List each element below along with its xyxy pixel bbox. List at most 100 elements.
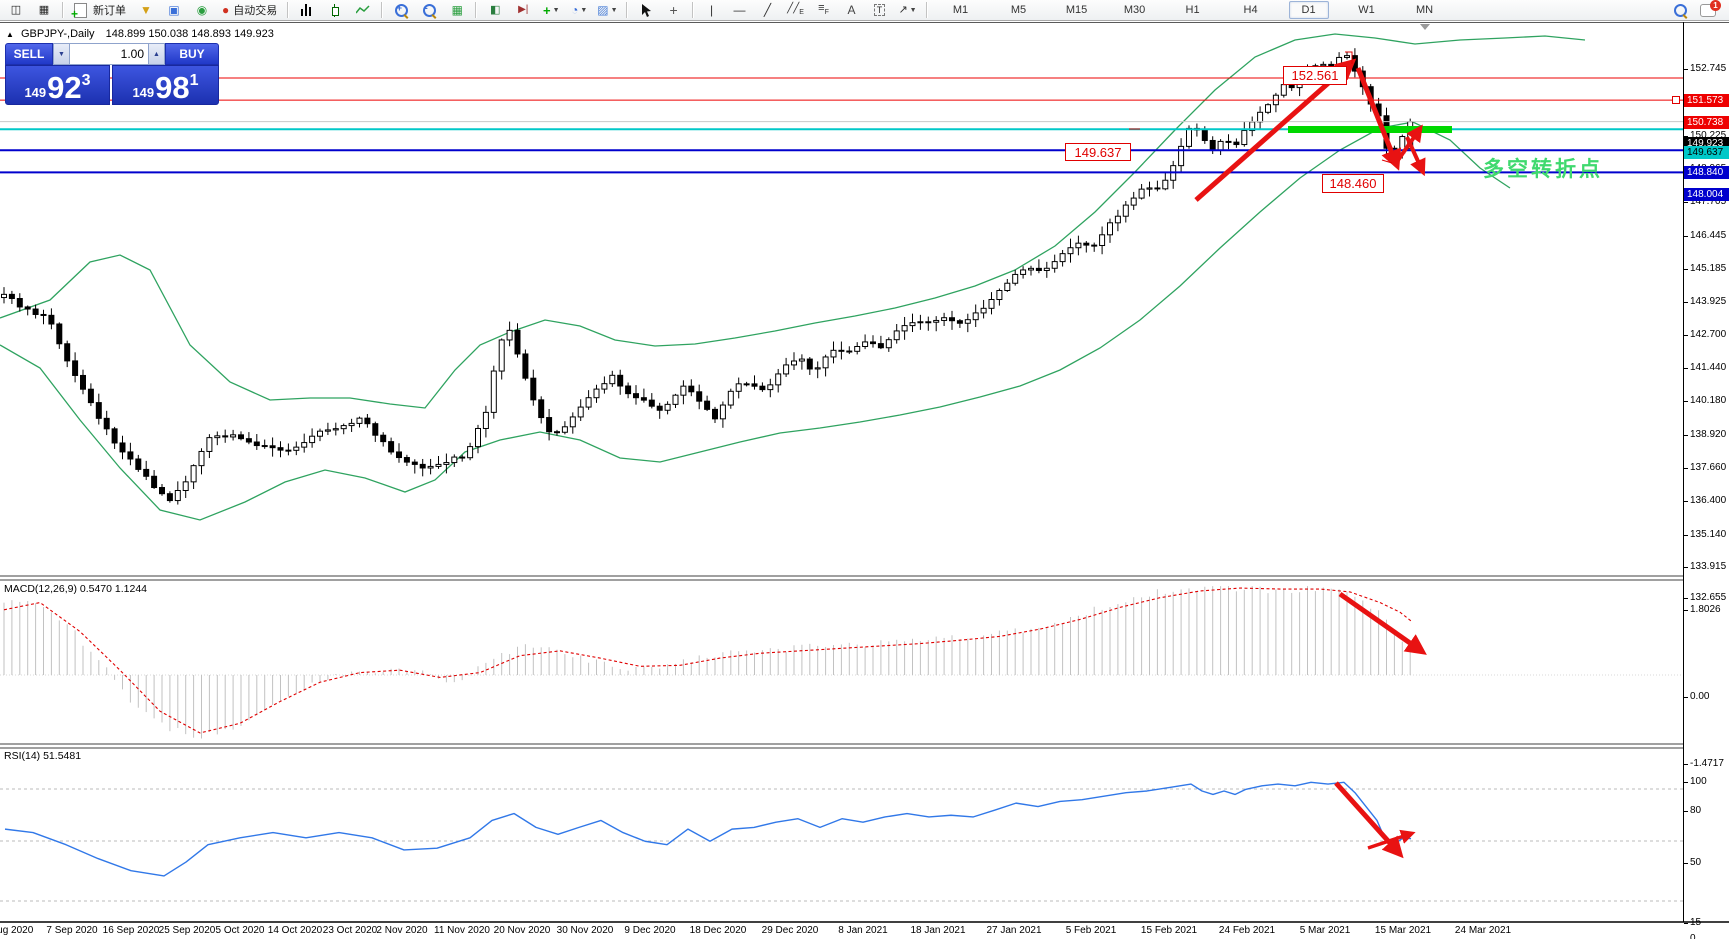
candlestick-chart-button[interactable] <box>322 0 348 20</box>
indicators-button[interactable]: + ▼ <box>538 0 564 20</box>
channel-icon: ╱╱E <box>787 3 804 17</box>
price-tick: 138.920 <box>1690 429 1727 440</box>
date-tick: 14 Oct 2020 <box>267 925 323 936</box>
bollinger-bands <box>0 33 1586 521</box>
price-badge: 151.573 <box>1684 94 1729 107</box>
signal-icon: ◉ <box>196 3 208 17</box>
bar-chart-button[interactable] <box>294 0 320 20</box>
peak-price-label[interactable]: 152.561 <box>1283 66 1347 85</box>
price-axis[interactable]: 152.745151.485150.225148.965147.705146.4… <box>1684 22 1729 939</box>
text-button[interactable]: A <box>839 0 865 20</box>
buy-button[interactable]: BUY <box>165 43 219 65</box>
date-tick: 23 Oct 2020 <box>322 925 378 936</box>
axis-tick-mark <box>1684 468 1688 469</box>
text-icon: A <box>847 3 856 17</box>
sell-price-display[interactable]: 149 92 3 <box>5 65 111 105</box>
support-price-label[interactable]: 148.460 <box>1322 174 1384 193</box>
sell-button[interactable]: SELL <box>5 43 53 65</box>
toolbar-separator <box>287 2 290 18</box>
auto-trading-button[interactable]: ● 自动交易 <box>217 0 282 20</box>
axis-tick-mark <box>1684 811 1688 812</box>
sell-price-pip: 3 <box>81 72 91 89</box>
zoom-in-button[interactable]: + <box>388 0 414 20</box>
line-chart-button[interactable] <box>350 0 376 20</box>
timeframe-h4-button[interactable]: H4 <box>1243 4 1258 16</box>
crosshair-button[interactable]: + <box>661 0 687 20</box>
timeframe-m1-button[interactable]: M1 <box>952 4 969 16</box>
date-tick: 2 Nov 2020 <box>376 925 428 936</box>
date-tick: 8 Jan 2021 <box>838 925 888 936</box>
timeframe-m5-button[interactable]: M5 <box>1010 4 1027 16</box>
candles <box>1 48 1414 505</box>
date-tick: 15 Feb 2021 <box>1140 925 1198 936</box>
date-tick: 11 Nov 2020 <box>434 925 490 936</box>
new-order-button[interactable]: + 新订单 <box>69 0 131 21</box>
annotation-arrows[interactable] <box>1194 58 1427 859</box>
volume-down-button[interactable]: ▼ <box>53 43 70 65</box>
timeframe-m15-button[interactable]: M15 <box>1065 4 1088 16</box>
zoom-out-button[interactable]: - <box>416 0 442 20</box>
date-tick: 24 Mar 2021 <box>1454 925 1512 936</box>
trendline-button[interactable]: ╱ <box>755 0 781 20</box>
volume-up-button[interactable]: ▲ <box>148 43 165 65</box>
chart-plot[interactable] <box>0 22 1729 923</box>
chart-shift-marker[interactable] <box>1420 24 1430 30</box>
buy-price-display[interactable]: 149 98 1 <box>112 65 219 105</box>
price-tick: 150.225 <box>1690 130 1727 141</box>
axis-tick-mark <box>1684 598 1688 599</box>
arrows-button[interactable]: ↗ ▼ <box>895 0 921 20</box>
rsi-tick: 100 <box>1690 776 1707 787</box>
chart-window-button[interactable]: ◫ <box>3 0 29 20</box>
volume-input[interactable] <box>70 43 148 65</box>
pivot-price-label[interactable]: 149.637 <box>1065 143 1131 161</box>
templates-button[interactable]: ▨ ▼ <box>594 0 620 20</box>
hline-handle[interactable] <box>1672 96 1680 104</box>
timeframe-mn-button[interactable]: MN <box>1415 4 1434 16</box>
fibonacci-button[interactable]: ≡F <box>811 0 837 20</box>
turning-point-note[interactable]: 多空转折点 <box>1483 158 1603 181</box>
sell-price-prefix: 149 <box>24 85 47 100</box>
tile-windows-button[interactable]: ▦ <box>444 0 470 20</box>
timeframe-w1-button[interactable]: W1 <box>1358 4 1375 16</box>
collapse-one-click-icon[interactable]: ▲ <box>6 30 14 39</box>
chart-shift-button[interactable]: ▶| <box>510 0 536 20</box>
horizontal-line-objects[interactable] <box>0 77 1683 174</box>
axis-tick-mark <box>1684 697 1688 698</box>
notification-badge: 1 <box>1710 0 1721 11</box>
date-tick: 5 Oct 2020 <box>215 925 265 936</box>
toolbar-separator <box>625 2 628 18</box>
chevron-down-icon: ▼ <box>610 6 618 14</box>
notifications-button[interactable]: 1 <box>1695 0 1721 20</box>
green-highlight-bar[interactable] <box>1288 126 1452 133</box>
quotes-button[interactable]: ▼ <box>133 0 159 20</box>
date-tick: 29 Dec 2020 <box>761 925 819 936</box>
channel-button[interactable]: ╱╱E <box>783 0 809 20</box>
timeframe-h1-button[interactable]: H1 <box>1185 4 1200 16</box>
axis-tick-mark <box>1684 335 1688 336</box>
date-tick: 18 Jan 2021 <box>910 925 966 936</box>
periods-button[interactable]: ◔ ▼ <box>566 0 592 20</box>
horizontal-line-button[interactable]: — <box>727 0 753 20</box>
timeframe-d1-button[interactable]: D1 <box>1288 1 1329 19</box>
timeframe-m30-button[interactable]: M30 <box>1123 4 1146 16</box>
signals-button[interactable]: ◉ <box>189 0 215 20</box>
text-label-button[interactable]: T <box>867 0 893 20</box>
news-button[interactable]: ▣ <box>161 0 187 20</box>
auto-arrange-button[interactable]: ◧ <box>482 0 508 20</box>
vertical-line-button[interactable]: | <box>699 0 725 20</box>
zoom-out-icon: - <box>422 3 436 17</box>
pane-separators[interactable] <box>0 575 1683 749</box>
main-toolbar: ◫ ▦ + 新订单 ▼ ▣ ◉ ● 自动交易 + - ▦ ◧ ▶| + ▼ ◔ ▼ … <box>0 0 1729 21</box>
data-window-button[interactable]: ▦ <box>31 0 57 20</box>
price-tick: 135.140 <box>1690 529 1727 540</box>
ohlc-values: 148.899 150.038 148.893 149.923 <box>105 28 274 40</box>
cursor-button[interactable] <box>633 0 659 20</box>
chart-border <box>0 22 1729 23</box>
bar-chart-icon <box>301 4 313 16</box>
data-window-icon: ▦ <box>38 3 50 16</box>
axis-tick-mark <box>1684 923 1688 924</box>
search-button[interactable] <box>1667 0 1693 20</box>
price-badge: 148.004 <box>1684 188 1729 201</box>
axis-tick-mark <box>1684 764 1688 765</box>
